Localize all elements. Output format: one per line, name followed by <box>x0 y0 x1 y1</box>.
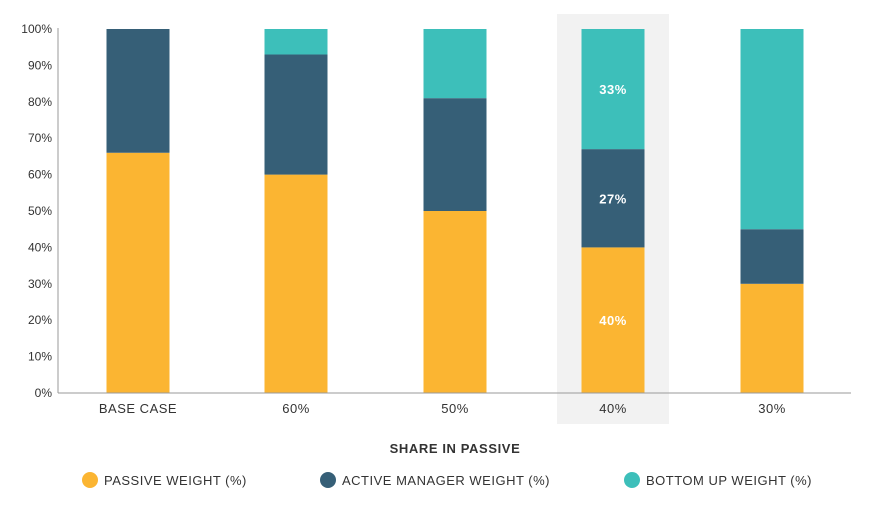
y-tick-label: 30% <box>28 277 52 291</box>
x-tick-label: 30% <box>758 401 786 416</box>
y-tick-label: 70% <box>28 131 52 145</box>
bar-50pct-bottom-up-weight <box>423 29 487 99</box>
bar-30pct-active-manager-weight <box>740 229 804 284</box>
legend-swatch-passive <box>82 472 98 488</box>
legend-item-bottom-up: BOTTOM UP WEIGHT (%) <box>624 472 812 488</box>
y-tick-label: 80% <box>28 95 52 109</box>
y-tick-label: 100% <box>21 22 52 36</box>
data-label-bottom-up-weight: 33% <box>599 82 627 97</box>
bar-60pct-bottom-up-weight <box>264 29 328 55</box>
stacked-bar-chart: 40% 27% 33% 0% 10% 20% 30% 40% 50% 60% 70% 80% 90% 1… <box>21 14 851 456</box>
y-tick-label: 20% <box>28 313 52 327</box>
y-tick-label: 0% <box>35 386 53 400</box>
legend-item-active-manager: ACTIVE MANAGER WEIGHT (%) <box>320 472 550 488</box>
y-tick-label: 40% <box>28 240 52 254</box>
bar-30pct-passive-weight <box>740 283 804 393</box>
y-tick-label: 90% <box>28 58 52 72</box>
legend-swatch-bottom-up <box>624 472 640 488</box>
chart-legend: PASSIVE WEIGHT (%) ACTIVE MANAGER WEIGHT… <box>0 472 870 500</box>
bar-60pct-active-manager-weight <box>264 54 328 175</box>
legend-label-bottom-up: BOTTOM UP WEIGHT (%) <box>646 472 813 488</box>
legend-label-passive: PASSIVE WEIGHT (%) <box>104 472 247 488</box>
bar-50pct-active-manager-weight <box>423 98 487 211</box>
bar-60pct-passive-weight <box>264 174 328 393</box>
x-tick-label: 50% <box>441 401 469 416</box>
x-tick-label: 40% <box>599 401 627 416</box>
legend-swatch-active-manager <box>320 472 336 488</box>
bar-40pct-active-manager-weight <box>581 149 645 248</box>
x-tick-label: 60% <box>282 401 310 416</box>
y-tick-label: 10% <box>28 350 52 364</box>
bar-40pct-passive-weight <box>581 247 645 393</box>
y-tick-label: 50% <box>28 204 52 218</box>
bar-40pct-bottom-up-weight <box>581 29 645 150</box>
x-tick-label: BASE CASE <box>99 401 177 416</box>
bar-50pct-passive-weight <box>423 211 487 393</box>
bar-base-case-passive-weight <box>106 152 170 393</box>
bar-base-case-active-manager-weight <box>106 29 170 153</box>
y-tick-label: 60% <box>28 168 52 182</box>
data-label-active-manager-weight: 27% <box>599 191 627 206</box>
legend-item-passive: PASSIVE WEIGHT (%) <box>82 472 247 488</box>
data-label-passive-weight: 40% <box>599 313 627 328</box>
bar-30pct-bottom-up-weight <box>740 29 804 230</box>
x-axis-title: SHARE IN PASSIVE <box>390 441 521 456</box>
legend-label-active-manager: ACTIVE MANAGER WEIGHT (%) <box>342 472 550 488</box>
